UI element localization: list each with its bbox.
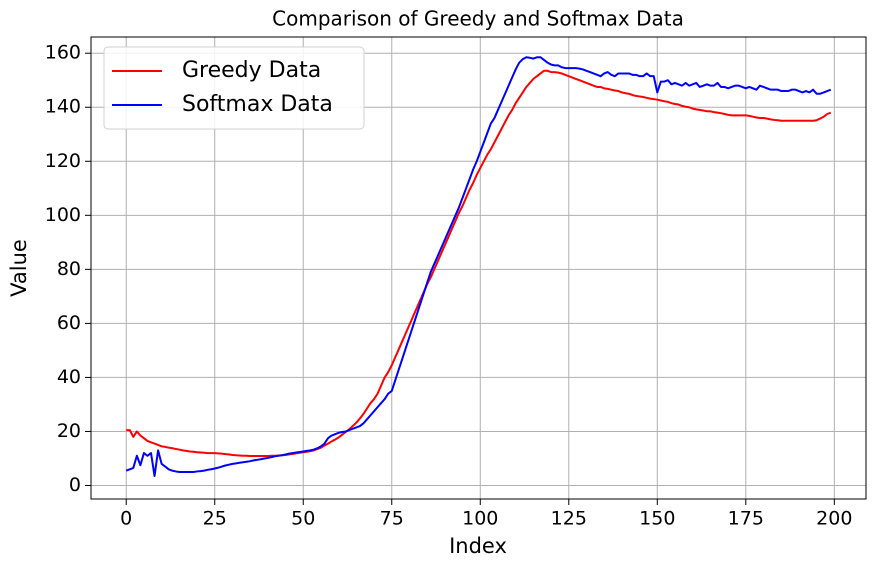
- y-tick-label: 80: [57, 258, 81, 280]
- y-tick-label: 160: [45, 42, 81, 64]
- x-tick-label: 125: [551, 508, 587, 530]
- y-tick-label: 40: [57, 366, 81, 388]
- legend-box: [103, 46, 365, 130]
- x-tick-label: 200: [816, 508, 852, 530]
- data-line: [126, 69, 832, 458]
- plot-frame: [90, 36, 867, 500]
- x-tick-label: 50: [291, 508, 315, 530]
- x-axis-label: Index: [449, 534, 507, 558]
- y-tick-label: 20: [57, 420, 81, 442]
- legend-label: Softmax Data: [182, 92, 333, 117]
- x-tick-label: 75: [380, 508, 404, 530]
- x-tick-label: 175: [728, 508, 764, 530]
- x-tick-label: 0: [120, 508, 132, 530]
- y-tick-label: 140: [45, 96, 81, 118]
- legend-label: Greedy Data: [182, 58, 321, 83]
- y-tick-label: 0: [69, 474, 81, 496]
- x-tick-label: 25: [203, 508, 227, 530]
- chart-title: Comparison of Greedy and Softmax Data: [272, 7, 684, 31]
- y-axis-label: Value: [7, 239, 31, 297]
- y-tick-label: 100: [45, 204, 81, 226]
- y-tick-label: 60: [57, 312, 81, 334]
- y-tick-label: 120: [45, 150, 81, 172]
- x-tick-label: 150: [639, 508, 675, 530]
- data-line: [125, 56, 832, 478]
- x-tick-label: 100: [462, 508, 498, 530]
